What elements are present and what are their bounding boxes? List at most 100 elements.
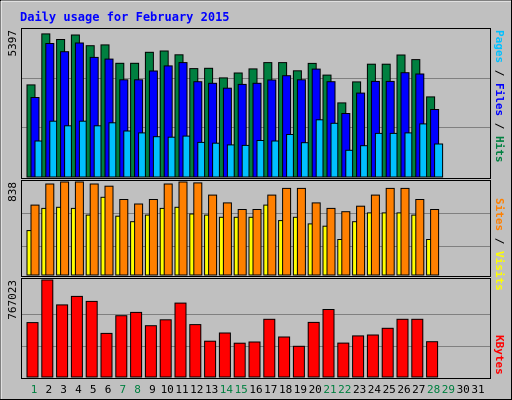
sites-bar <box>311 202 321 276</box>
kbytes-max-label: 767023 <box>6 280 19 320</box>
legend-hits: Hits <box>493 136 506 163</box>
day-label: 28 <box>427 383 440 396</box>
day-label: 22 <box>338 383 351 396</box>
sites-bar <box>356 205 366 276</box>
legend-separator: / <box>493 63 506 83</box>
sites-bar <box>119 199 129 276</box>
day-label: 19 <box>294 383 307 396</box>
kbytes-bar <box>233 342 246 378</box>
legend-pages: Pages <box>493 30 506 63</box>
sites-bar <box>74 181 84 276</box>
kbytes-bar <box>26 322 39 378</box>
kbytes-bar <box>278 336 291 378</box>
sites-bar <box>222 202 232 276</box>
legend-sites: Sites <box>493 198 506 231</box>
kbytes-bar <box>337 342 350 378</box>
sites-bar <box>45 183 55 276</box>
kbytes-bar <box>426 341 439 378</box>
day-label: 2 <box>45 383 52 396</box>
day-label: 16 <box>249 383 262 396</box>
day-label: 12 <box>190 383 203 396</box>
day-label: 9 <box>149 383 156 396</box>
kbytes-bar <box>218 332 231 378</box>
kbytes-bar <box>115 315 128 378</box>
kbytes-bar <box>204 340 217 378</box>
day-label: 1 <box>31 383 38 396</box>
day-label: 26 <box>397 383 410 396</box>
kbytes-bar <box>292 345 305 378</box>
sites-bar <box>193 182 203 276</box>
sites-bar <box>385 187 395 276</box>
kbytes-bar <box>248 341 261 378</box>
day-label: 17 <box>264 383 277 396</box>
day-label: 15 <box>235 383 248 396</box>
day-label: 25 <box>383 383 396 396</box>
sites-bar <box>370 194 380 276</box>
kbytes-bar <box>41 279 54 378</box>
sites-bar <box>282 187 292 276</box>
legend-visits: Visits <box>493 251 506 291</box>
sites-bar <box>430 209 440 276</box>
hits-max-label: 5397 <box>6 30 19 57</box>
kbytes-bar <box>144 325 157 378</box>
day-label: 3 <box>60 383 67 396</box>
kbytes-bar <box>411 318 424 378</box>
day-label: 8 <box>134 383 141 396</box>
day-label: 20 <box>309 383 322 396</box>
day-label: 14 <box>220 383 234 396</box>
day-label: 21 <box>323 383 336 396</box>
kbytes-side-legend: KBytes <box>493 335 506 375</box>
sites-bar <box>104 185 114 276</box>
kbytes-bar <box>189 324 202 378</box>
sites-bar <box>134 203 144 276</box>
day-label: 31 <box>471 383 484 396</box>
day-label: 29 <box>442 383 455 396</box>
day-label: 10 <box>161 383 174 396</box>
sites-bar <box>30 204 40 276</box>
sites-bar <box>341 211 351 276</box>
kbytes-bar <box>100 332 113 378</box>
sites-bar <box>237 209 247 276</box>
day-label: 4 <box>75 383 82 396</box>
kbytes-bar <box>263 318 276 378</box>
sites-bar <box>296 187 306 276</box>
kbytes-bar <box>174 302 187 378</box>
day-label: 11 <box>175 383 188 396</box>
bar-layer <box>26 33 444 378</box>
kbytes-bar <box>352 335 365 378</box>
sites-bar <box>415 199 425 276</box>
day-label: 24 <box>368 383 382 396</box>
day-label: 5 <box>90 383 97 396</box>
chart-title: Daily usage for February 2015 <box>20 10 230 24</box>
kbytes-bar <box>56 304 69 378</box>
sites-bar <box>326 207 336 276</box>
day-label: 27 <box>412 383 425 396</box>
sites-bar <box>89 183 99 276</box>
day-label: 23 <box>353 383 366 396</box>
legend-kbytes: KBytes <box>493 335 506 375</box>
day-labels: 1 2 3 4 5 6 7 8 9 10 11 12 13 14 15 16 17 18 19 20 21 22 23 24 2… <box>31 383 485 396</box>
day-label: 30 <box>457 383 470 396</box>
visits-max-label: 838 <box>6 182 19 202</box>
sites-bar <box>267 194 277 276</box>
day-label: 13 <box>205 383 218 396</box>
sites-bar <box>400 187 410 276</box>
sites-bar <box>148 199 158 276</box>
kbytes-bar <box>159 319 172 378</box>
sites-bar <box>252 209 262 276</box>
sites-bar <box>178 181 188 276</box>
day-label: 7 <box>119 383 126 396</box>
kbytes-bar <box>85 300 98 378</box>
sites-bar <box>163 183 173 276</box>
day-label: 6 <box>105 383 112 396</box>
sites-bar <box>60 181 70 276</box>
kbytes-bar <box>307 321 320 378</box>
hits-side-legend: Pages / Files / Hits <box>493 30 506 163</box>
kbytes-bar <box>381 327 394 378</box>
kbytes-bar <box>130 311 143 378</box>
kbytes-bar <box>70 295 83 378</box>
visits-side-legend: Sites / Visits <box>493 198 506 291</box>
kbytes-bar <box>366 334 379 378</box>
